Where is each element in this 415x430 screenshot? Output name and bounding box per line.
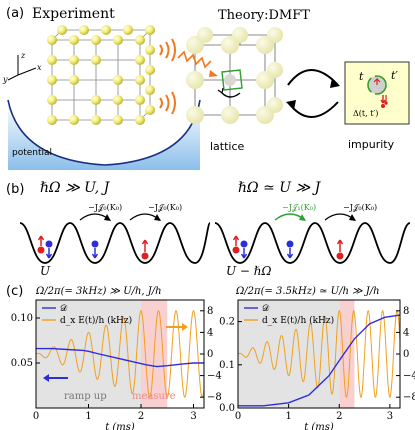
right-regime: ℏΩ ≃ U ≫ J — [238, 180, 321, 196]
left-lattice-potential — [19, 222, 211, 264]
self-consistency-cycle-icon — [287, 69, 339, 118]
left-regime: ℏΩ ≫ U, J — [40, 180, 110, 196]
hop-right-2: −J𝒥₀(K₀) — [343, 203, 378, 212]
legend-E-label: d_x E(t)/h (kHz) — [262, 315, 334, 326]
x-tick-label: 0 — [33, 411, 39, 422]
title-right: Ω/2π(= 3.5kHz) ≃ U/h ≫ J/h — [236, 286, 380, 297]
x-tick-label: 1 — [85, 411, 91, 422]
x-axis-label: t (ms) — [105, 422, 135, 430]
experiment-atoms — [47, 25, 155, 125]
x-axis-label: t (ms) — [304, 422, 334, 430]
loop-arrow-icon — [221, 92, 241, 98]
field-series-line — [237, 309, 401, 398]
y-left-tick-label: 0.0 — [219, 403, 235, 414]
left-doublon — [37, 235, 149, 260]
y-left-tick-label: 0.1 — [219, 360, 235, 371]
ramp-up-label: ramp up — [64, 391, 107, 402]
theory-title: Theory:DMFT — [218, 8, 310, 23]
y-right-tick-label: 0 — [403, 349, 409, 360]
hop-right-1: −J𝒥₁(K₀) — [282, 203, 317, 212]
y-right-tick-label: −4 — [403, 371, 415, 382]
y-left-tick-label: 0.05 — [11, 358, 33, 369]
legend-D-label: 𝒟 — [262, 304, 270, 314]
y-right-tick-label: −8 — [403, 392, 415, 403]
center-site-highlight — [221, 69, 243, 91]
D-series-line — [36, 347, 204, 368]
hop-left-2: −J𝒥₀(K₀) — [148, 203, 183, 212]
experiment-lattice — [51, 29, 151, 121]
hop-left-1: −J𝒥₀(K₀) — [88, 203, 123, 212]
y-left-tick-label: 0.10 — [11, 313, 33, 324]
left-axis-arrowhead-icon — [43, 374, 49, 382]
measure-label: measure — [132, 391, 176, 402]
panel-c-label: (c) — [6, 284, 24, 299]
svg-text:y: y — [2, 75, 8, 84]
dmft-atoms — [186, 27, 283, 124]
right-axis-arrowhead-icon — [182, 323, 188, 331]
impurity-label: impurity — [348, 138, 395, 151]
y-right-tick-label: 4 — [403, 327, 409, 338]
y-left-tick-label: 0.2 — [219, 317, 235, 328]
potential-well — [8, 100, 200, 170]
impurity-t: t — [359, 70, 364, 83]
y-right-tick-label: 8 — [403, 306, 409, 317]
shade-region — [339, 300, 355, 408]
right-doublon — [232, 235, 344, 260]
panel-b-label: (b) — [6, 182, 25, 197]
legend-D-label: 𝒟 — [60, 304, 68, 314]
title-left: Ω/2π(= 3kHz) ≫ U/h, J/h — [36, 286, 162, 297]
x-tick-label: 1 — [285, 411, 291, 422]
panel-c: (c) Ω/2π(= 3kHz) ≫ U/h, J/h Ω/2π(= 3.5kH… — [0, 282, 415, 430]
x-tick-label: 0 — [235, 411, 241, 422]
panel-b-figure — [19, 213, 411, 264]
panel-b: (b) ℏΩ ≫ U, J ℏΩ ≃ U ≫ J −J𝒥₀(K₀) −J𝒥₀(K… — [0, 178, 415, 278]
shade-region — [238, 300, 340, 408]
experiment-title: Experiment — [32, 6, 115, 22]
x-tick-label: 3 — [190, 411, 196, 422]
svg-text:z: z — [20, 51, 26, 60]
impurity-delta: Δ(t, t′) — [353, 109, 379, 118]
x-tick-label: 3 — [387, 411, 393, 422]
panel-a: (a) Experiment Theory:DMFT — [0, 0, 415, 170]
laser-wave-icon — [177, 50, 212, 69]
y-right-tick-label: 4 — [207, 327, 213, 338]
x-tick-label: 2 — [336, 411, 342, 422]
potential-label: potential — [12, 148, 53, 158]
D-series-line — [238, 314, 401, 407]
axes-icon — [7, 55, 37, 81]
y-right-tick-label: 0 — [207, 349, 213, 360]
lattice-label: lattice — [210, 140, 245, 153]
u-left: U — [40, 264, 51, 278]
right-lattice-potential — [214, 222, 411, 264]
svg-text:x: x — [37, 63, 42, 72]
field-series-line — [35, 310, 205, 398]
y-right-tick-label: 8 — [207, 306, 213, 317]
panel-a-label: (a) — [6, 6, 25, 21]
shaking-wave-icon — [159, 38, 176, 115]
panel-a-figure: z y x — [2, 25, 410, 170]
x-tick-label: 2 — [138, 411, 144, 422]
impurity-tprime: t′ — [391, 69, 398, 82]
y-right-tick-label: −4 — [207, 371, 222, 382]
u-right: U − ℏΩ — [226, 264, 272, 278]
legend-E-label: d_x E(t)/h (kHz) — [60, 315, 132, 326]
y-right-tick-label: −8 — [207, 392, 222, 403]
